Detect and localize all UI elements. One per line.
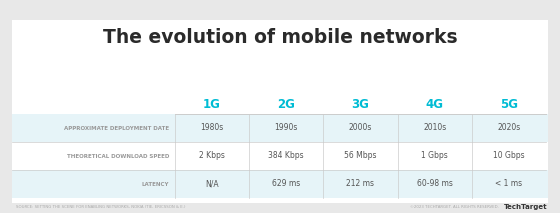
- Text: 2020s: 2020s: [497, 124, 521, 132]
- Text: 2G: 2G: [277, 98, 295, 111]
- Text: The evolution of mobile networks: The evolution of mobile networks: [102, 28, 458, 47]
- Text: 56 Mbps: 56 Mbps: [344, 151, 377, 161]
- Text: 60-98 ms: 60-98 ms: [417, 180, 452, 189]
- Text: 1980s: 1980s: [200, 124, 224, 132]
- Text: 2 Kbps: 2 Kbps: [199, 151, 225, 161]
- Text: 2010s: 2010s: [423, 124, 446, 132]
- Text: LATENCY: LATENCY: [142, 181, 169, 187]
- Text: 4G: 4G: [426, 98, 444, 111]
- Text: 3G: 3G: [352, 98, 370, 111]
- Text: 1 Gbps: 1 Gbps: [421, 151, 448, 161]
- Bar: [12, 170, 548, 198]
- Text: THEORETICAL DOWNLOAD SPEED: THEORETICAL DOWNLOAD SPEED: [67, 154, 169, 158]
- Text: APPROXIMATE DEPLOYMENT DATE: APPROXIMATE DEPLOYMENT DATE: [64, 125, 169, 131]
- Text: TechTarget: TechTarget: [505, 204, 548, 210]
- Text: N/A: N/A: [206, 180, 219, 189]
- Text: 1G: 1G: [203, 98, 221, 111]
- Text: 384 Kbps: 384 Kbps: [268, 151, 304, 161]
- Text: < 1 ms: < 1 ms: [496, 180, 522, 189]
- Bar: [12, 114, 548, 142]
- Bar: [12, 20, 548, 203]
- Text: 5G: 5G: [500, 98, 518, 111]
- Text: 1990s: 1990s: [274, 124, 298, 132]
- Text: 2000s: 2000s: [349, 124, 372, 132]
- Bar: [12, 142, 548, 170]
- Text: ©2023 TECHTARGET. ALL RIGHTS RESERVED.: ©2023 TECHTARGET. ALL RIGHTS RESERVED.: [410, 205, 501, 209]
- Text: SOURCE: SETTING THE SCENE FOR ENABLING NETWORKS, NOKIA (TIE, ERICSSON & E.): SOURCE: SETTING THE SCENE FOR ENABLING N…: [16, 205, 185, 209]
- Text: 10 Gbps: 10 Gbps: [493, 151, 525, 161]
- Text: 629 ms: 629 ms: [272, 180, 300, 189]
- Text: 212 ms: 212 ms: [347, 180, 375, 189]
